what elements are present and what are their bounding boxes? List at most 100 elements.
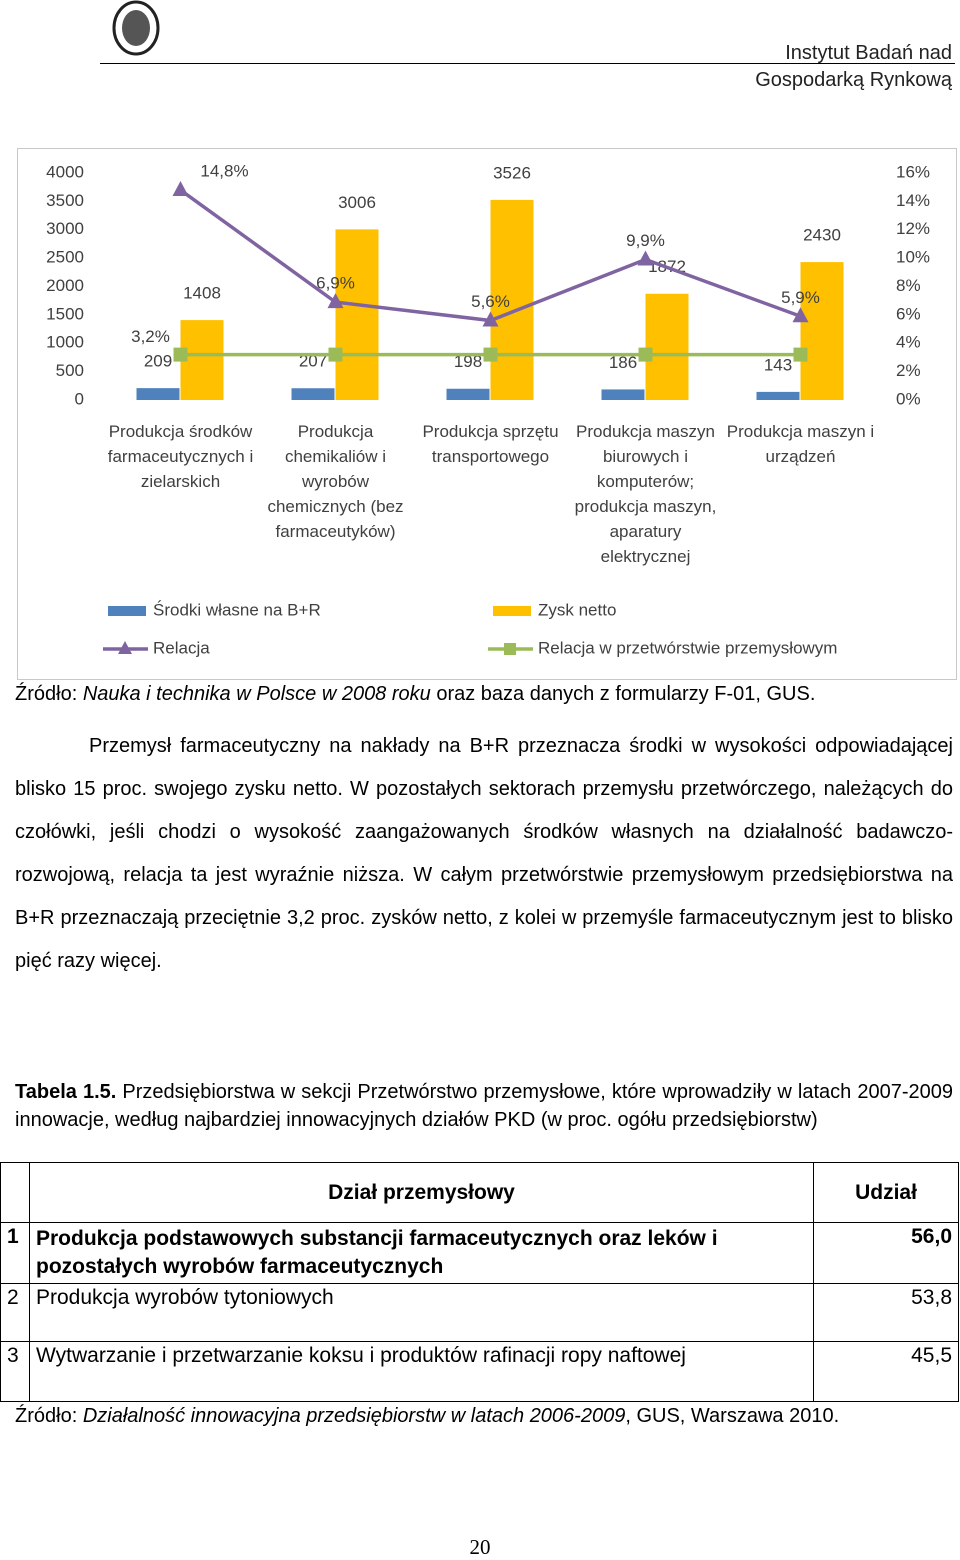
x-tick-label: Produkcja maszyn i urządzeń [726,422,875,466]
table-row: 3 Wytwarzanie i przetwarzanie koksu i pr… [0,1341,959,1402]
source-rest: , GUS, Warszawa 2010. [625,1405,840,1427]
bar [291,388,335,400]
y-tick-label: 0 [75,389,84,408]
cell: Produkcja wyrobów tytoniowych [29,1283,814,1342]
value-label: 198 [454,352,482,371]
cell: 56,0 [813,1222,959,1284]
source-rest: oraz baza danych z formularzy F-01, GUS. [430,683,816,705]
value-label: 2430 [803,226,841,245]
cell: 45,5 [813,1341,959,1402]
header-line: Gospodarką Rynkową [755,69,952,91]
table-row: 1 Produkcja podstawowych substancji farm… [0,1222,959,1284]
marker [328,347,343,362]
marker [482,311,499,327]
source: Źródło: Działalność innowacyjna przedsię… [15,1402,953,1431]
header: Instytut Badań nad Gospodarką Rynkową [755,40,952,94]
y-tick-label: 1000 [46,333,84,352]
marker [173,347,188,362]
value-label: 6,9% [316,274,355,293]
bar [645,293,689,400]
legend-label: Relacja w przetwórstwie przemysłowym [538,638,837,657]
source-title: Nauka i technika w Polsce w 2008 roku [82,683,431,705]
value-label: 186 [609,353,637,372]
value-label: 1408 [183,284,221,303]
cell [0,1162,30,1223]
y2-tick-label: 14% [896,191,930,210]
legend-marker [504,643,516,655]
source: Źródło: Nauka i technika w Polsce w 2008… [15,680,955,708]
page-number: 20 [469,1535,491,1559]
y-tick-label: 1500 [46,304,84,323]
marker [637,250,654,266]
marker [638,347,653,362]
y2-tick-label: 0% [896,389,921,408]
x-tick-label: Produkcja środków farmaceutycznych i zie… [107,422,254,491]
value-label: 3006 [338,193,376,212]
y-tick-label: 2500 [46,248,84,267]
y-tick-label: 3000 [46,219,84,238]
y2-tick-label: 16% [896,162,930,181]
header-cell: Udział [813,1162,959,1223]
source-prefix: Źródło: [15,1405,83,1427]
y-tick-label: 3500 [46,191,84,210]
caption-text: Przedsiębiorstwa w sekcji Przetwórstwo p… [15,1081,954,1131]
header-rule [100,63,955,64]
header-line: Instytut Badań nad [785,42,952,64]
legend-label: Zysk netto [538,600,616,619]
bar [446,388,490,400]
bar [180,320,224,400]
value-label: 143 [764,355,792,374]
y2-tick-label: 12% [896,219,930,238]
value-label: 3526 [493,163,531,182]
cell: Wytwarzanie i przetwarzanie koksu i prod… [29,1341,814,1402]
table-caption: Tabela 1.5. Przedsiębiorstwa w sekcji Pr… [15,1078,953,1134]
y-tick-label: 2000 [46,276,84,295]
y2-tick-label: 4% [896,333,921,352]
value-label: 9,9% [626,231,665,250]
source-title: Działalność innowacyjna przedsiębiorstw … [82,1405,626,1427]
value-label: 14,8% [200,162,248,181]
chart: 0 500 1000 1500 2000 2500 3000 3500 4000 0% 2% 4% 6%… [17,148,957,680]
chart-svg: 0 500 1000 1500 2000 2500 3000 3500 4000 0% 2% 4% 6%… [46,162,930,658]
marker [483,347,498,362]
legend-label: Relacja [153,638,210,657]
bar [490,199,534,400]
cell: 53,8 [813,1283,959,1342]
y2-tick-label: 6% [896,304,921,323]
value-label: 3,2% [131,327,170,346]
bar [756,391,800,400]
table: Dział przemysłowy Udział 1 Produkcja pod… [0,1162,959,1402]
y-tick-label: 4000 [46,162,84,181]
x-tick-label: Produkcja sprzętu transportowego [422,422,559,466]
logo [112,0,160,56]
value-label: 5,9% [781,288,820,307]
marker [792,307,809,323]
y2-tick-label: 8% [896,276,921,295]
bar [136,388,180,400]
legend-swatch [108,606,146,616]
y2-tick-label: 2% [896,361,921,380]
cell: 2 [0,1283,30,1342]
value-label: 5,6% [471,292,510,311]
legend-swatch [493,606,531,616]
paragraph: Przemysł farmaceutyczny na nakłady na B+… [15,735,953,972]
x-tick-label: Produkcja chemikaliów i wyrobów chemiczn… [267,422,404,541]
caption-label: Tabela 1.5. [15,1081,117,1103]
bar [800,262,844,400]
marker [793,347,808,362]
bar [601,389,645,400]
header-cell: Dział przemysłowy [29,1162,814,1223]
legend-marker [118,641,132,654]
marker [172,181,189,197]
marker [327,293,344,309]
table-header: Dział przemysłowy Udział [0,1162,959,1223]
bar [335,229,379,400]
source-prefix: Źródło: [15,683,83,705]
cell: Produkcja podstawowych substancji farmac… [29,1222,814,1284]
y-tick-label: 500 [56,361,84,380]
value-label: 207 [299,352,327,371]
x-tick-label: Produkcja maszyn biurowych i komputerów;… [574,422,717,566]
table-row: 2 Produkcja wyrobów tytoniowych 53,8 [0,1283,959,1342]
cell: 3 [0,1341,30,1402]
